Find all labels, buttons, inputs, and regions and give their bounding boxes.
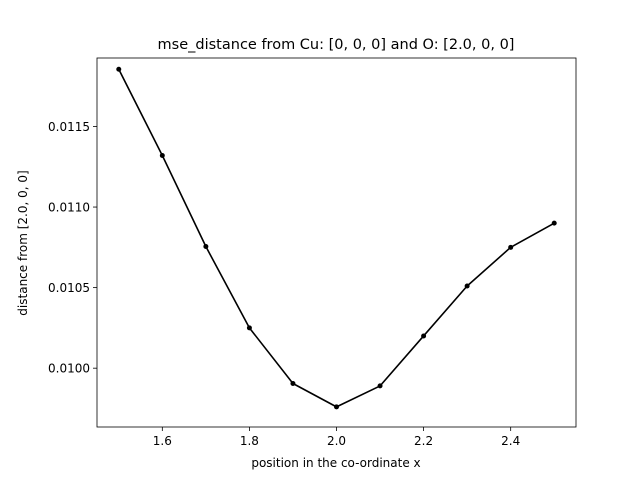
data-point [246,325,252,331]
data-point [159,152,165,158]
x-tick-label: 2.2 [414,434,433,448]
data-point [334,404,339,410]
plot-area-frame [96,57,577,428]
x-axis-label: position in the co-ordinate x [251,456,420,470]
data-point [508,244,514,250]
data-point [421,333,427,339]
y-axis-ticks: 0.0100 0.0105 0.0110 0.0115 [48,120,97,376]
x-axis-ticks: 1.6 1.8 2.0 2.2 2.4 [153,427,520,448]
data-point [464,283,470,289]
y-axis-label: distance from [2.0, 0, 0] [16,170,30,315]
data-point [290,380,296,386]
x-tick-label: 2.0 [327,434,346,448]
y-tick-label: 0.0100 [48,362,90,376]
x-tick-label: 1.8 [240,434,259,448]
y-tick-label: 0.0115 [48,120,90,134]
chart-title: mse_distance from Cu: [0, 0, 0] and O: [… [158,37,515,53]
x-tick-label: 2.4 [501,434,520,448]
data-point [116,66,122,72]
data-point [203,244,209,250]
data-point [551,220,557,226]
y-tick-label: 0.0110 [48,201,90,215]
x-tick-label: 1.6 [153,434,172,448]
series-layer [116,66,557,410]
y-tick-label: 0.0105 [48,281,90,295]
data-point [377,383,383,389]
